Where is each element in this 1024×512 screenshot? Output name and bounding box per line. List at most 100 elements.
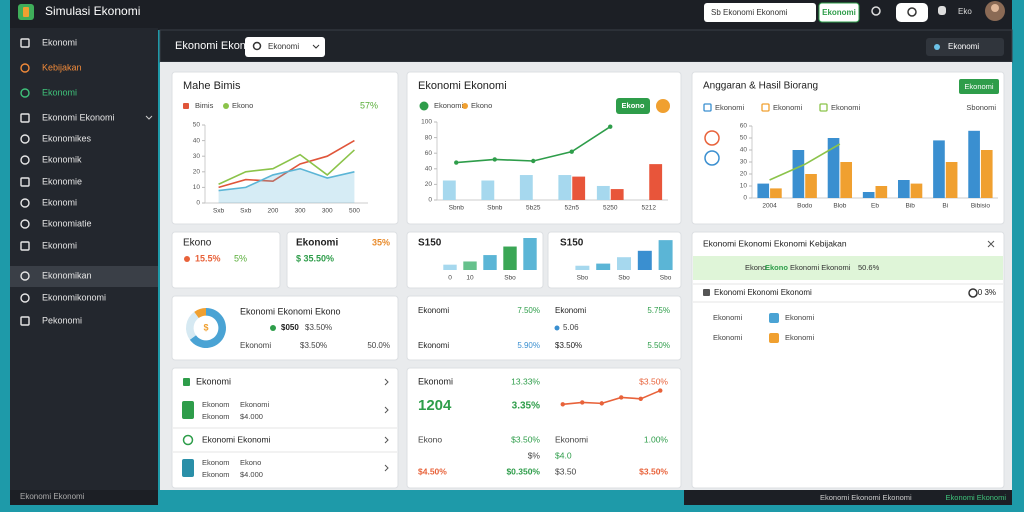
search-button[interactable] <box>818 2 860 23</box>
sidebar-item[interactable]: Ekonomikan <box>42 270 92 280</box>
y-tick-label: 0 <box>428 197 432 204</box>
icon <box>182 434 194 446</box>
forecast-text: $4.50% <box>418 466 447 476</box>
y-tick-label: 30 <box>193 153 201 160</box>
sidebar-item[interactable]: Ekonomiatie <box>42 218 92 228</box>
card <box>171 71 399 225</box>
bar <box>910 183 923 198</box>
bar <box>596 185 610 200</box>
bar <box>637 250 652 270</box>
forecast-text: Ekonomi <box>555 434 588 444</box>
sidebar-icon <box>20 219 30 229</box>
x-tick-label: Sbo <box>504 275 516 282</box>
item-text: Ekonom <box>202 470 230 479</box>
status-text: Ekonomi Ekonomi <box>946 493 1007 502</box>
sidebar-item[interactable]: Ekonomi <box>42 37 77 47</box>
bar <box>968 130 980 198</box>
status-text: Ekonomi Ekonomi Ekonomi <box>820 493 912 502</box>
button[interactable] <box>959 79 999 94</box>
point <box>454 160 459 165</box>
sidebar-item[interactable]: Ekonomikes <box>42 133 92 143</box>
button-label: Ekono <box>622 101 645 110</box>
search-box[interactable] <box>704 3 816 22</box>
bar <box>503 246 517 270</box>
header-button-icon <box>934 44 940 50</box>
legend-swatch <box>761 103 770 112</box>
header-button-label: Ekonomi <box>948 42 979 51</box>
y-tick-label: 60 <box>425 150 433 157</box>
y-tick-label: 60 <box>740 123 748 130</box>
legend-swatch <box>183 103 189 109</box>
y-tick-label: 10 <box>193 184 201 191</box>
rate-text: Ekonomi <box>418 341 449 350</box>
y-tick-label: 80 <box>425 134 433 141</box>
x-tick-label: Bodo <box>797 203 813 210</box>
y-tick-label: 0 <box>196 200 200 207</box>
sidebar-item[interactable]: Ekonomi <box>42 197 77 207</box>
highlight-row <box>693 256 1003 280</box>
highlight-text: Ekono <box>765 263 788 272</box>
x-tick-label: 500 <box>349 208 360 215</box>
bar <box>840 162 853 198</box>
sidebar-item[interactable]: Ekonomik <box>42 154 82 164</box>
forecast-text: 1.00% <box>644 434 669 444</box>
sidebar-icon <box>20 271 30 281</box>
bar <box>770 188 782 198</box>
sidebar-icon <box>20 88 30 98</box>
legend-swatch <box>462 103 468 109</box>
x-tick-label: 300 <box>295 208 306 215</box>
card-title: Ekonomi Ekonomi Ekono <box>240 306 341 316</box>
sidebar-item[interactable]: Ekonomi <box>42 240 77 250</box>
item-text: Ekonom <box>202 458 230 467</box>
forecast-text: $3.50 <box>555 466 577 476</box>
search-icon <box>871 6 881 16</box>
x-tick-label: 5212 <box>642 205 657 212</box>
value: $ 35.50% <box>296 253 334 263</box>
sidebar-icon <box>20 293 30 303</box>
button[interactable] <box>616 98 650 114</box>
point <box>560 402 565 407</box>
bar <box>933 140 945 198</box>
change: $3.50% <box>639 376 668 386</box>
x-tick-label: Sbo <box>577 275 589 282</box>
legend-swatch <box>703 103 712 112</box>
icon <box>704 150 720 166</box>
line <box>562 389 661 406</box>
point <box>569 149 574 154</box>
sidebar-item[interactable]: Ekonomie <box>42 176 82 186</box>
bar <box>463 261 477 270</box>
card-title: Ekonomi Ekonomi Ekonomi Kebijakan <box>703 238 847 248</box>
x-tick-label: Sbo <box>618 275 630 282</box>
sidebar-item[interactable]: Ekonomi Ekonomi <box>42 112 115 122</box>
dropdown[interactable] <box>245 37 325 57</box>
card-title: Ekonomi <box>196 376 231 386</box>
bar <box>523 238 537 270</box>
change: 5% <box>234 253 247 263</box>
point <box>619 395 624 400</box>
chevron <box>384 406 389 414</box>
y-tick-label: 20 <box>193 169 201 176</box>
sidebar-icon <box>20 316 30 326</box>
sidebar-item[interactable]: Ekonomi <box>42 87 77 97</box>
item-text: Ekonomi <box>240 400 270 409</box>
sidebar-item[interactable]: Pekonomi <box>42 315 82 325</box>
chevron <box>145 115 153 120</box>
item-text: Ekonom <box>202 400 230 409</box>
bar <box>862 192 875 198</box>
legend-swatch <box>419 101 429 111</box>
y-tick-label: 50 <box>740 135 748 142</box>
item-label: Ekonomi <box>713 333 743 342</box>
icon <box>704 130 720 146</box>
sidebar-item[interactable]: Ekonomikonomi <box>42 292 106 302</box>
bar <box>757 183 770 198</box>
card <box>171 295 399 361</box>
icon <box>183 378 190 386</box>
point <box>599 401 604 406</box>
header-button[interactable] <box>926 38 1004 56</box>
point <box>638 396 643 401</box>
sidebar-item[interactable]: Kebijakan <box>42 62 82 72</box>
point <box>658 388 663 393</box>
pie-slice <box>194 308 206 318</box>
bar <box>443 264 457 270</box>
toggle-button[interactable] <box>896 3 928 22</box>
